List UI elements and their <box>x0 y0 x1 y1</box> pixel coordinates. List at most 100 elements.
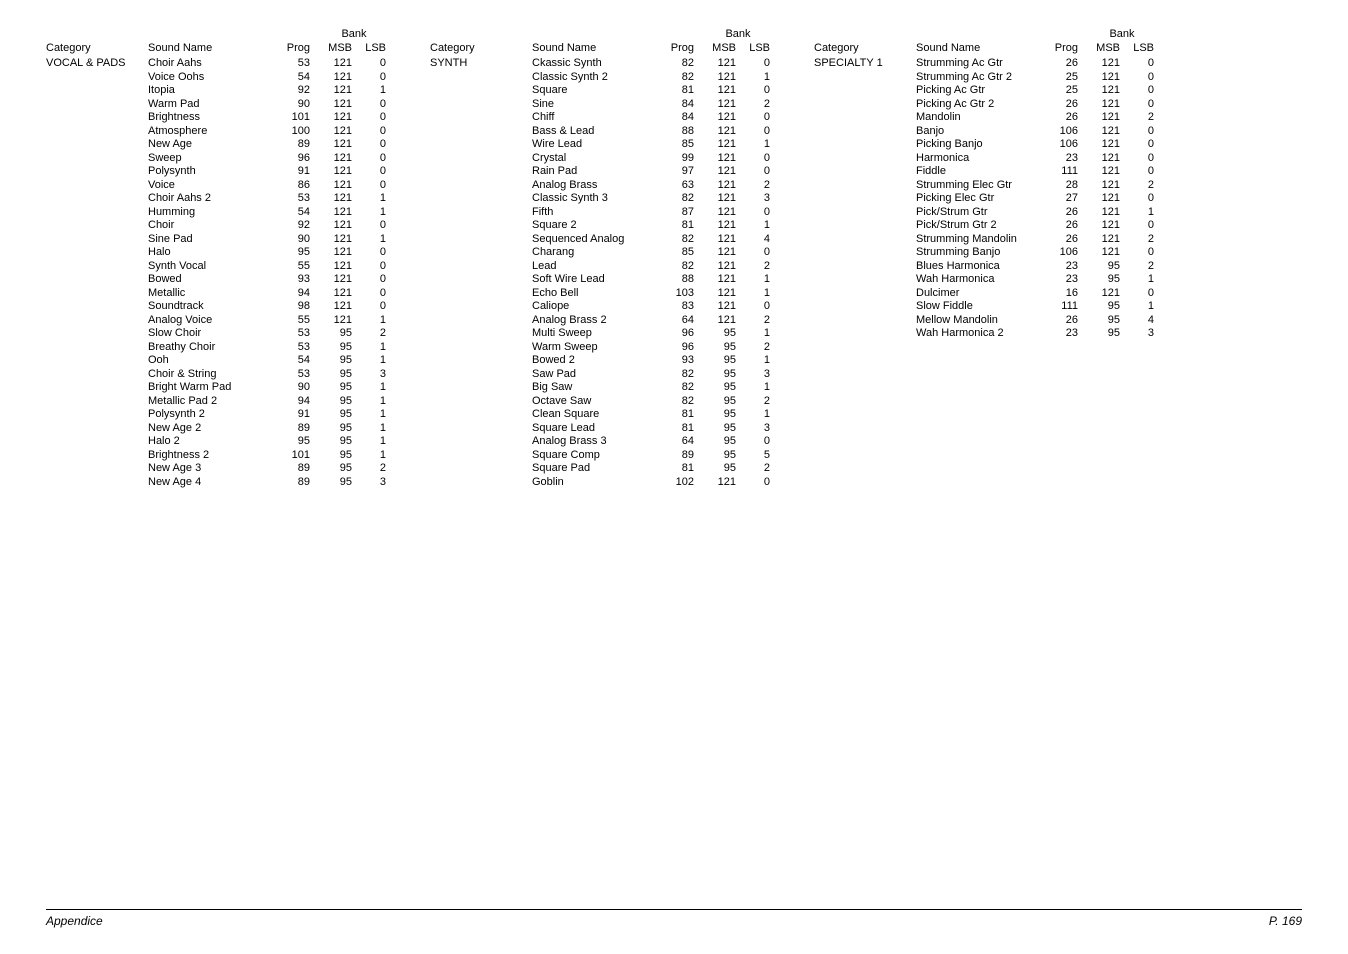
cell-prog: 88 <box>658 273 700 287</box>
cell-sound-name: Pick/Strum Gtr <box>916 206 1042 220</box>
cell-sound-name: Strumming Mandolin <box>916 233 1042 247</box>
footer-left: Appendice <box>46 914 103 928</box>
cell-msb: 121 <box>316 300 358 314</box>
table-row: Chiff841210 <box>430 111 776 125</box>
cell-category <box>814 206 916 220</box>
cell-lsb: 0 <box>742 84 776 98</box>
cell-lsb: 0 <box>1126 287 1160 301</box>
cell-sound-name: Bright Warm Pad <box>148 381 274 395</box>
table-row: Voice Oohs541210 <box>46 71 392 85</box>
table-row: Big Saw82951 <box>430 381 776 395</box>
cell-prog: 88 <box>658 125 700 139</box>
cell-prog: 97 <box>658 165 700 179</box>
cell-lsb: 0 <box>1126 152 1160 166</box>
cell-prog: 81 <box>658 462 700 476</box>
cell-prog: 89 <box>658 449 700 463</box>
cell-msb: 95 <box>700 435 742 449</box>
table-row: Wah Harmonica23951 <box>814 273 1160 287</box>
cell-msb: 121 <box>316 138 358 152</box>
cell-prog: 26 <box>1042 233 1084 247</box>
cell-msb: 121 <box>700 57 742 71</box>
table-row: Soundtrack981210 <box>46 300 392 314</box>
table-row: Metallic941210 <box>46 287 392 301</box>
cell-sound-name: Mellow Mandolin <box>916 314 1042 328</box>
cell-msb: 121 <box>316 84 358 98</box>
cell-lsb: 0 <box>742 246 776 260</box>
cell-lsb: 1 <box>742 287 776 301</box>
cell-category <box>430 84 532 98</box>
cell-lsb: 1 <box>742 273 776 287</box>
cell-category <box>46 395 148 409</box>
cell-sound-name: Metallic <box>148 287 274 301</box>
table-row: Goblin1021210 <box>430 476 776 490</box>
cell-msb: 121 <box>700 179 742 193</box>
cell-prog: 25 <box>1042 71 1084 85</box>
header-msb: MSB <box>700 42 742 58</box>
cell-sound-name: Choir Aahs <box>148 57 274 71</box>
cell-prog: 81 <box>658 422 700 436</box>
cell-lsb: 0 <box>1126 125 1160 139</box>
cell-prog: 111 <box>1042 300 1084 314</box>
cell-lsb: 1 <box>742 354 776 368</box>
cell-lsb: 2 <box>1126 233 1160 247</box>
cell-category <box>430 408 532 422</box>
cell-lsb: 2 <box>1126 260 1160 274</box>
cell-lsb: 5 <box>742 449 776 463</box>
cell-lsb: 2 <box>358 327 392 341</box>
table-row: New Age 289951 <box>46 422 392 436</box>
cell-prog: 106 <box>1042 125 1084 139</box>
cell-lsb: 4 <box>1126 314 1160 328</box>
table-row: Mandolin261212 <box>814 111 1160 125</box>
header-lsb: LSB <box>742 42 776 58</box>
cell-prog: 90 <box>274 233 316 247</box>
table-row: Warm Sweep96952 <box>430 341 776 355</box>
cell-prog: 26 <box>1042 111 1084 125</box>
table-row: Strumming Mandolin261212 <box>814 233 1160 247</box>
cell-lsb: 0 <box>742 300 776 314</box>
cell-msb: 95 <box>316 408 358 422</box>
table-row: Fiddle1111210 <box>814 165 1160 179</box>
table-header-row: Bank <box>46 28 392 42</box>
cell-msb: 95 <box>316 368 358 382</box>
cell-category <box>814 71 916 85</box>
cell-sound-name: Square Pad <box>532 462 658 476</box>
cell-prog: 83 <box>658 300 700 314</box>
cell-category <box>430 327 532 341</box>
cell-category <box>814 165 916 179</box>
cell-category <box>430 152 532 166</box>
cell-prog: 95 <box>274 246 316 260</box>
table-row: Square811210 <box>430 84 776 98</box>
cell-category <box>430 98 532 112</box>
cell-sound-name: Sequenced Analog <box>532 233 658 247</box>
cell-lsb: 0 <box>742 206 776 220</box>
cell-msb: 95 <box>700 449 742 463</box>
cell-sound-name: Square Lead <box>532 422 658 436</box>
cell-msb: 121 <box>316 287 358 301</box>
table-row: Halo 295951 <box>46 435 392 449</box>
table-row: Multi Sweep96951 <box>430 327 776 341</box>
table-row: Wire Lead851211 <box>430 138 776 152</box>
cell-msb: 121 <box>1084 125 1126 139</box>
cell-msb: 121 <box>700 152 742 166</box>
table-row: Bowed931210 <box>46 273 392 287</box>
cell-sound-name: Analog Voice <box>148 314 274 328</box>
cell-category <box>814 84 916 98</box>
cell-msb: 95 <box>316 435 358 449</box>
table-row: Echo Bell1031211 <box>430 287 776 301</box>
cell-msb: 121 <box>700 219 742 233</box>
cell-msb: 121 <box>700 260 742 274</box>
sound-table-groups: BankCategorySound NameProgMSBLSBVOCAL & … <box>46 28 1302 489</box>
cell-prog: 94 <box>274 287 316 301</box>
cell-prog: 26 <box>1042 314 1084 328</box>
header-category: Category <box>430 42 532 58</box>
cell-msb: 95 <box>316 422 358 436</box>
cell-sound-name: Bowed <box>148 273 274 287</box>
table-row: Brightness 2101951 <box>46 449 392 463</box>
header-sound-name: Sound Name <box>916 42 1042 58</box>
cell-category <box>46 71 148 85</box>
cell-lsb: 0 <box>1126 165 1160 179</box>
table-row: Analog Voice551211 <box>46 314 392 328</box>
cell-msb: 121 <box>700 476 742 490</box>
cell-msb: 121 <box>1084 219 1126 233</box>
cell-category <box>46 422 148 436</box>
